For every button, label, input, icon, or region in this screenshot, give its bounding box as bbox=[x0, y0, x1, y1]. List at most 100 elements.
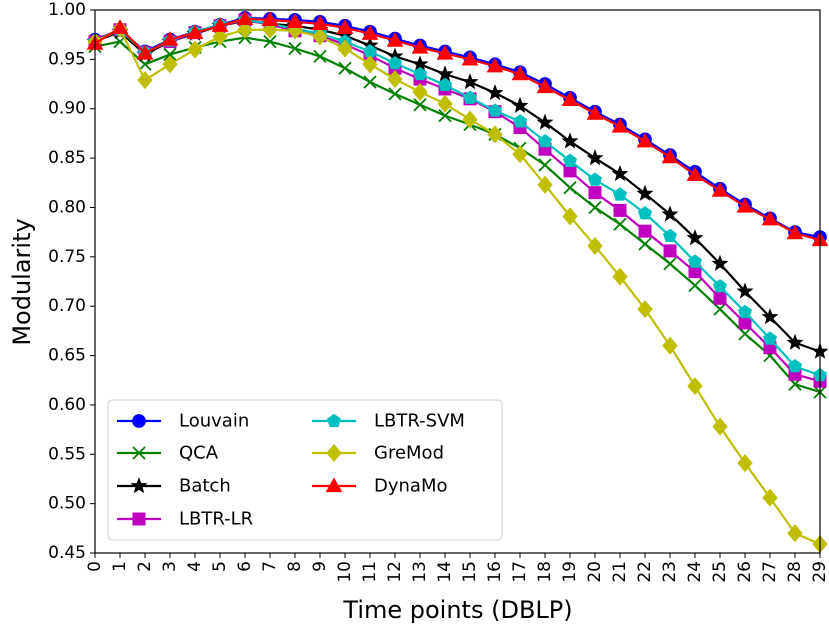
data-point-gremod bbox=[212, 27, 228, 46]
data-point-lbtr-lr bbox=[663, 244, 677, 258]
x-tick-label: 8 bbox=[285, 561, 305, 572]
x-tick-label: 0 bbox=[85, 561, 105, 572]
x-tick-label: 12 bbox=[385, 561, 405, 583]
plot-frame bbox=[94, 9, 821, 554]
x-tick-label: 15 bbox=[460, 561, 480, 583]
data-point-qca bbox=[688, 278, 702, 293]
data-point-gremod bbox=[387, 70, 403, 89]
data-point-lbtr-svm bbox=[462, 90, 478, 104]
data-point-lbtr-svm bbox=[437, 77, 453, 91]
data-point-dynamo bbox=[161, 31, 179, 46]
data-point-dynamo bbox=[486, 57, 504, 73]
x-tick-label: 25 bbox=[710, 561, 730, 583]
data-point-gremod bbox=[637, 300, 653, 319]
data-point-qca bbox=[738, 327, 752, 341]
legend-label-dynamo: DynaMo bbox=[374, 476, 448, 497]
data-point-qca bbox=[263, 34, 277, 49]
data-point-qca bbox=[288, 41, 302, 56]
data-point-dynamo bbox=[661, 148, 679, 164]
data-point-gremod bbox=[737, 454, 753, 473]
legend-label-batch: Batch bbox=[179, 476, 231, 497]
legend-label-gremod: GreMod bbox=[374, 443, 444, 464]
data-point-dynamo bbox=[336, 19, 354, 34]
x-tick-label: 28 bbox=[785, 561, 805, 583]
y-tick-label: 0.95 bbox=[48, 49, 86, 69]
legend-label-lbtr-lr: LBTR-LR bbox=[179, 509, 253, 530]
series-dynamo bbox=[86, 10, 829, 247]
data-point-gremod bbox=[762, 488, 778, 507]
data-point-lbtr-svm bbox=[512, 114, 528, 128]
data-point-lbtr-svm bbox=[637, 206, 653, 220]
x-tick-label: 3 bbox=[160, 561, 180, 572]
legend-marker-gremod bbox=[326, 443, 342, 463]
legend-marker-lbtr-lr bbox=[132, 512, 146, 526]
data-point-gremod bbox=[612, 267, 628, 286]
data-point-qca bbox=[363, 75, 377, 89]
data-point-batch bbox=[561, 132, 579, 149]
data-point-qca bbox=[663, 257, 677, 271]
data-point-lbtr-lr bbox=[638, 224, 652, 238]
data-point-batch bbox=[511, 96, 529, 113]
data-point-qca bbox=[613, 217, 627, 231]
data-point-gremod bbox=[587, 236, 603, 255]
x-tick-label: 23 bbox=[660, 561, 680, 583]
x-tick-label: 10 bbox=[335, 561, 355, 583]
data-point-dynamo bbox=[736, 197, 754, 213]
data-point-dynamo bbox=[286, 13, 304, 28]
data-point-dynamo bbox=[636, 132, 654, 148]
data-point-qca bbox=[588, 200, 602, 215]
data-point-qca bbox=[713, 302, 727, 316]
data-point-lbtr-svm bbox=[662, 228, 678, 243]
x-tick-label: 5 bbox=[210, 561, 230, 572]
x-tick-label: 21 bbox=[610, 561, 630, 583]
data-point-gremod bbox=[512, 145, 528, 164]
x-axis-title: Time points (DBLP) bbox=[342, 596, 572, 624]
legend-frame bbox=[107, 399, 503, 541]
data-point-lbtr-svm bbox=[612, 187, 628, 201]
x-tick-label: 1 bbox=[110, 561, 130, 572]
y-tick-label: 0.50 bbox=[48, 494, 86, 514]
data-point-dynamo bbox=[386, 32, 404, 47]
legend-entry-gremod: GreMod bbox=[312, 443, 444, 464]
series-line-louvain bbox=[94, 16, 821, 239]
x-axis-ticks: 0 1 2 3 4 5 6 7 8 9 10 11 12 13 14 15 16 17 18 19 20 21 22 23 24… bbox=[85, 553, 829, 583]
series-gremod bbox=[87, 19, 828, 554]
series-lbtr-lr bbox=[88, 13, 827, 388]
data-point-gremod bbox=[312, 27, 328, 46]
x-tick-label: 9 bbox=[310, 561, 330, 572]
data-point-batch bbox=[461, 73, 479, 90]
data-point-dynamo bbox=[511, 65, 529, 81]
data-point-batch bbox=[436, 65, 454, 82]
data-point-gremod bbox=[562, 207, 578, 226]
data-point-lbtr-svm bbox=[412, 66, 428, 81]
data-point-lbtr-svm bbox=[537, 133, 553, 148]
x-tick-label: 4 bbox=[185, 561, 205, 572]
data-point-lbtr-svm bbox=[562, 153, 578, 168]
y-tick-label: 0.60 bbox=[48, 395, 86, 415]
data-point-gremod bbox=[362, 55, 378, 74]
data-point-lbtr-lr bbox=[738, 316, 752, 330]
data-point-gremod bbox=[712, 417, 728, 436]
x-tick-label: 2 bbox=[135, 561, 155, 572]
data-point-lbtr-svm bbox=[787, 359, 803, 373]
data-point-qca bbox=[388, 87, 402, 101]
legend-entry-dynamo: DynaMo bbox=[312, 476, 448, 497]
data-point-lbtr-svm bbox=[712, 279, 728, 293]
data-point-dynamo bbox=[786, 224, 804, 240]
y-tick-label: 0.55 bbox=[48, 444, 86, 464]
legend-marker-batch bbox=[130, 477, 148, 494]
data-point-dynamo bbox=[236, 10, 254, 26]
data-point-gremod bbox=[787, 524, 803, 543]
data-point-batch bbox=[611, 164, 629, 182]
legend: Louvain QCA Batch LBTR-LR LBTR-SVM GreMod Dyna… bbox=[107, 399, 503, 541]
legend-marker-lbtr-svm bbox=[326, 413, 342, 427]
series-qca bbox=[88, 31, 827, 399]
data-point-batch bbox=[736, 282, 754, 299]
data-point-dynamo bbox=[136, 44, 154, 60]
x-tick-label: 11 bbox=[360, 561, 380, 583]
data-point-batch bbox=[686, 229, 704, 246]
y-tick-label: 1.00 bbox=[48, 0, 86, 20]
data-point-dynamo bbox=[361, 25, 379, 40]
data-point-lbtr-svm bbox=[387, 55, 403, 70]
